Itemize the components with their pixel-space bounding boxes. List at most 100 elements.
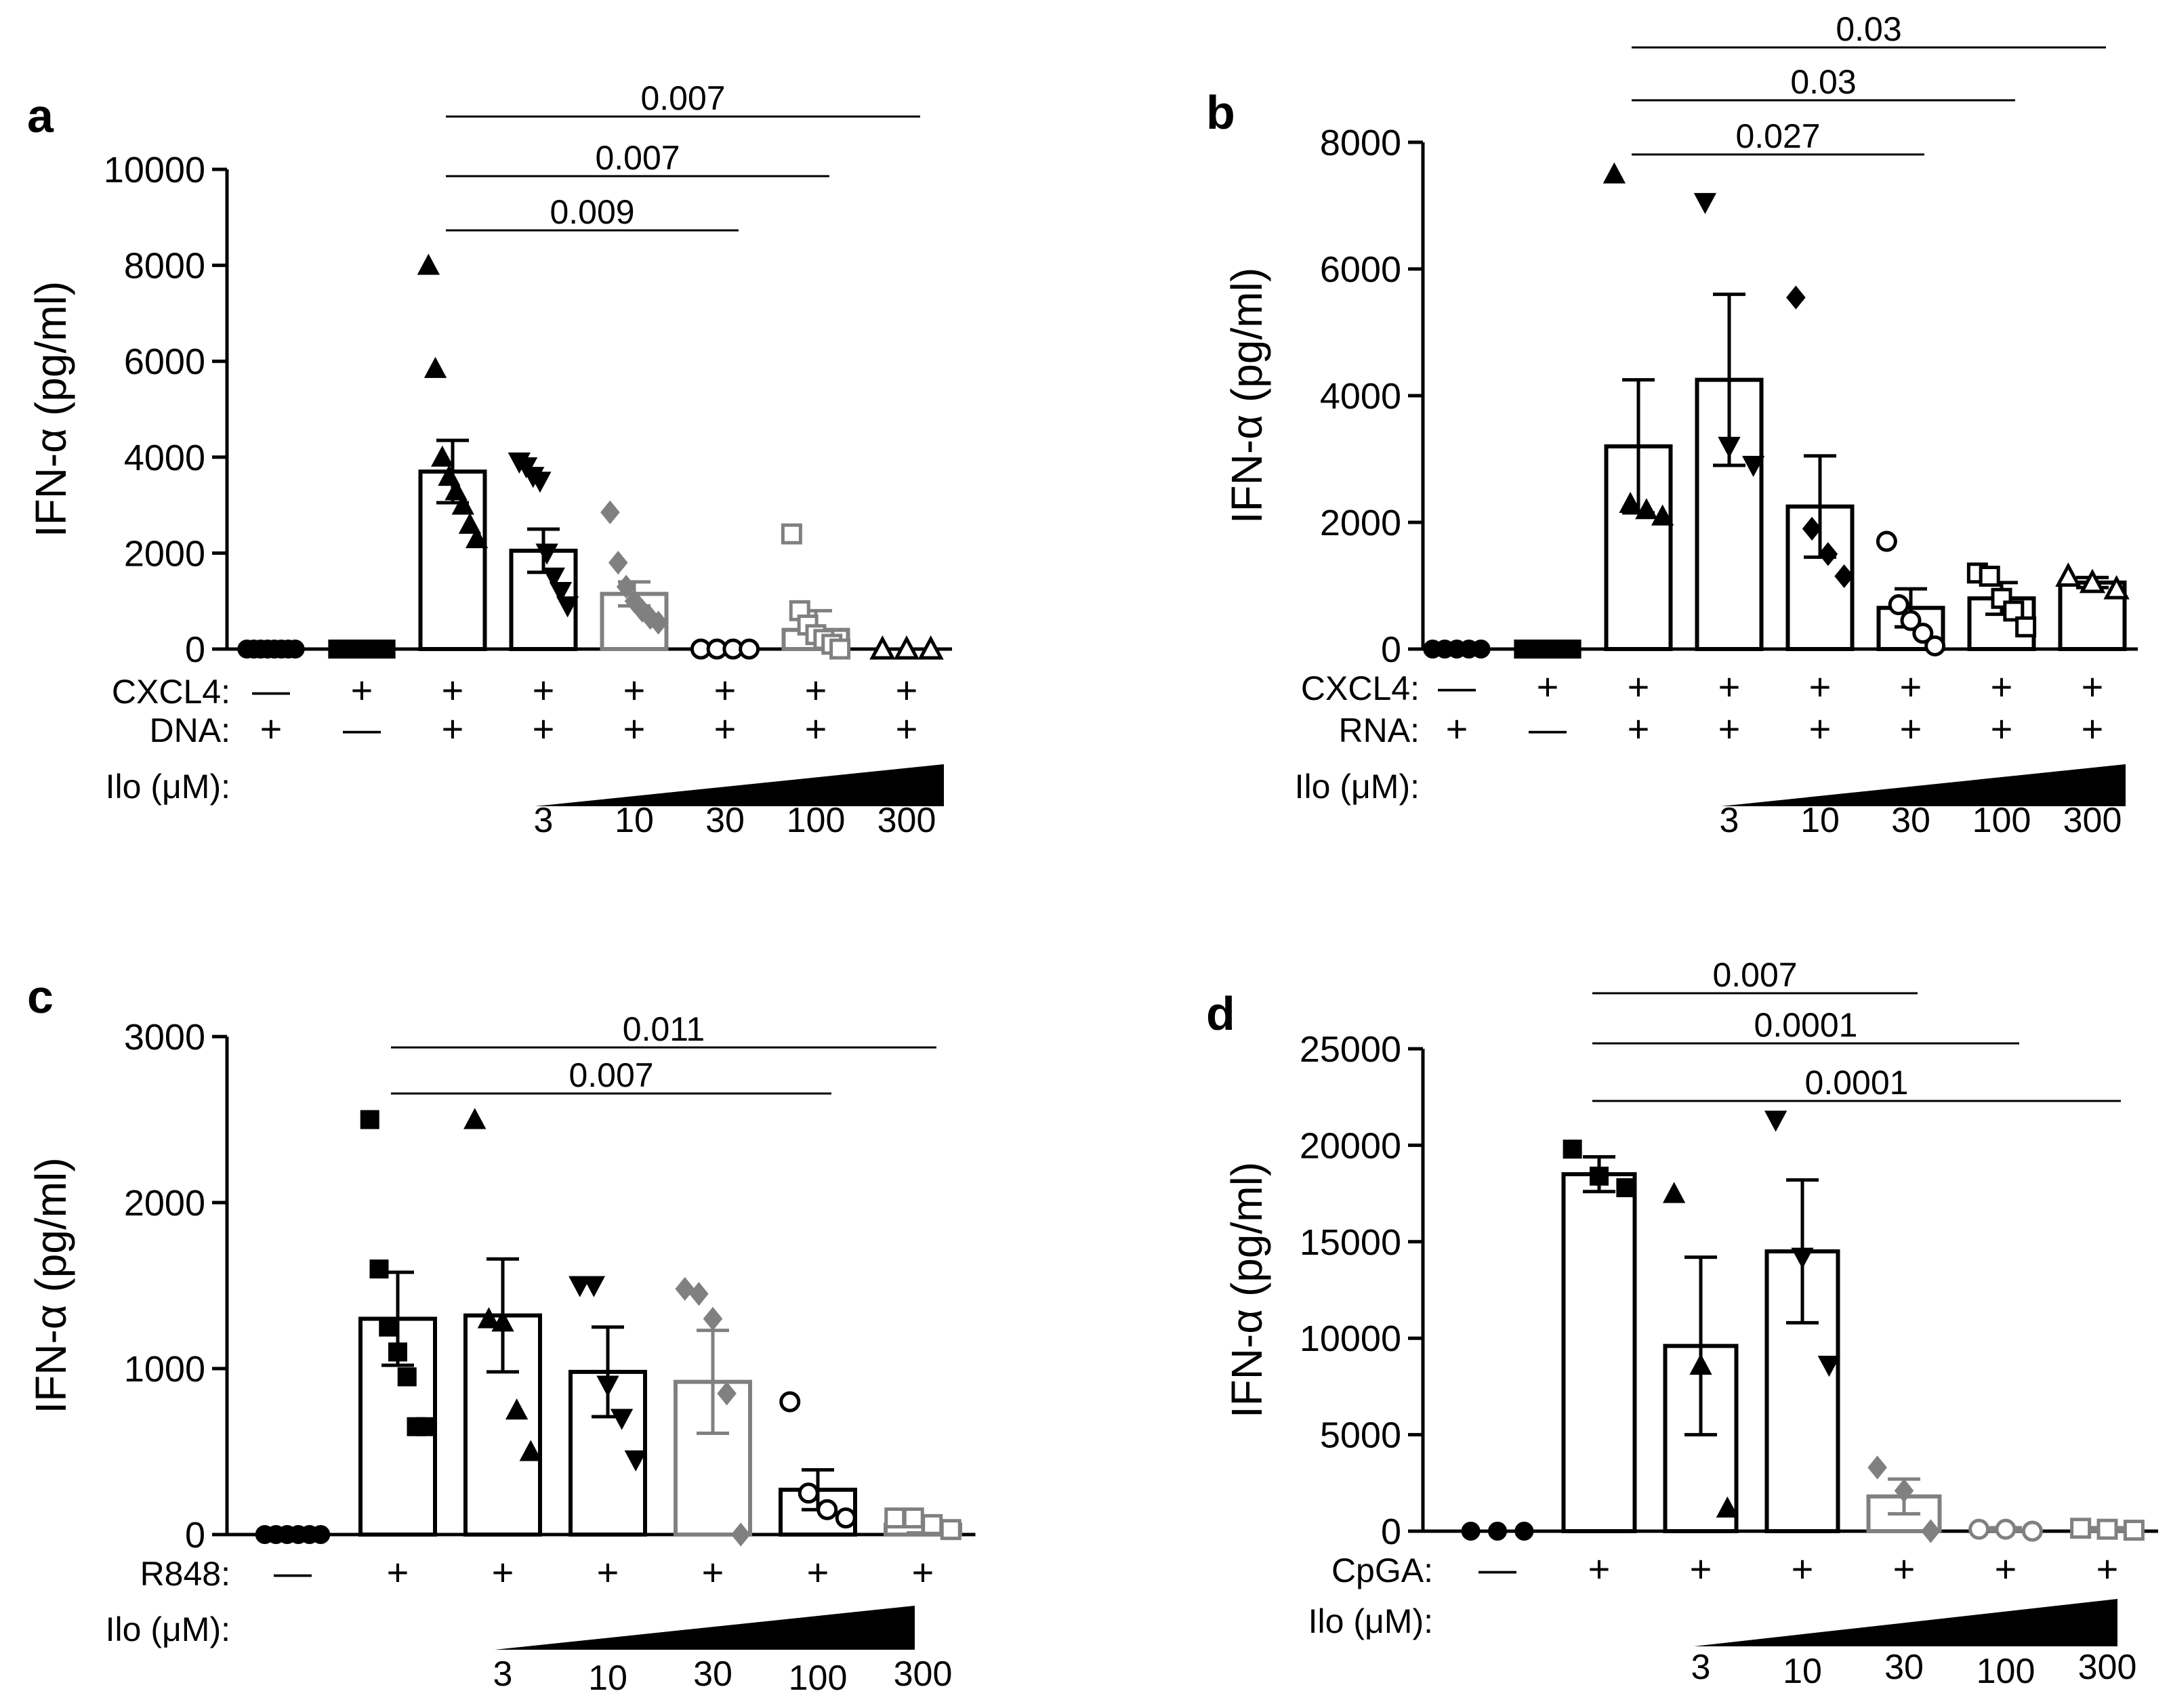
data-point — [1834, 564, 1854, 589]
concentration-label: 3 — [1720, 801, 1739, 840]
data-point — [816, 1499, 838, 1520]
treatment-row-label: CXCL4: — [112, 673, 230, 711]
bar-group — [1693, 192, 1765, 651]
data-point — [1995, 1518, 2017, 1540]
data-point — [781, 523, 802, 545]
data-point — [311, 1525, 331, 1544]
bar-group — [2070, 1518, 2145, 1541]
data-point — [376, 640, 396, 659]
bar-group — [1514, 640, 1581, 659]
data-point — [438, 465, 461, 486]
data-point — [542, 567, 565, 589]
bar-group — [1662, 1182, 1739, 1534]
treatment-sign: + — [1893, 1547, 1916, 1590]
dose-wedge — [535, 764, 944, 806]
data-point — [369, 1259, 389, 1278]
bar-group — [255, 1525, 331, 1544]
significance-label: 0.007 — [1712, 956, 1797, 994]
data-point — [1921, 1519, 1941, 1543]
y-tick-label: 4000 — [124, 438, 205, 478]
data-point — [285, 640, 305, 659]
treatment-sign: — — [343, 707, 381, 750]
treatment-sign: + — [1809, 707, 1832, 750]
bar-group — [1561, 1140, 1637, 1533]
treatment-sign: + — [492, 1551, 514, 1594]
data-point — [608, 550, 628, 575]
bar-group — [779, 1391, 857, 1537]
bar-group — [237, 640, 305, 659]
treatment-sign: — — [252, 669, 290, 711]
data-point — [1693, 192, 1717, 214]
treatment-sign: + — [623, 669, 646, 711]
y-tick-label: 25000 — [1300, 1029, 1401, 1070]
dose-wedge — [1721, 764, 2126, 806]
concentration-label: 100 — [1977, 1652, 2035, 1691]
data-point — [1616, 1178, 1636, 1198]
y-tick-label: 8000 — [124, 246, 205, 287]
treatment-sign: + — [1588, 1547, 1611, 1590]
data-point — [2021, 1520, 2043, 1542]
significance-label: 0.027 — [1735, 117, 1820, 155]
data-point — [1802, 516, 1822, 541]
data-point — [1876, 530, 1897, 552]
data-point — [675, 1276, 695, 1301]
bar-group — [508, 452, 579, 651]
y-tick-label: 0 — [1381, 1512, 1401, 1552]
data-point — [1562, 640, 1581, 659]
treatment-row-label: RNA: — [1339, 711, 1420, 749]
data-point — [1791, 1247, 1814, 1269]
y-tick-label: 2000 — [1320, 503, 1401, 543]
data-point — [1900, 610, 1922, 631]
treatment-sign: + — [1995, 1547, 2017, 1590]
bar — [1561, 1172, 1637, 1533]
treatment-sign: — — [1479, 1547, 1516, 1590]
data-point — [417, 253, 440, 275]
data-point — [2070, 1518, 2092, 1539]
significance-label: 0.007 — [595, 139, 680, 177]
data-point — [717, 1381, 737, 1406]
concentration-label: 30 — [1884, 1648, 1924, 1687]
data-point — [451, 493, 474, 515]
data-point — [893, 635, 920, 660]
data-point — [1741, 455, 1765, 477]
y-tick-label: 5000 — [1320, 1415, 1401, 1456]
data-point — [458, 512, 482, 534]
data-point — [596, 1375, 619, 1397]
concentration-label: 30 — [1891, 801, 1930, 840]
data-point — [1867, 1455, 1887, 1480]
treatment-sign: — — [1529, 707, 1567, 750]
data-point — [1912, 623, 1934, 644]
y-tick-label: 0 — [185, 1515, 205, 1556]
data-point — [463, 1108, 487, 1129]
treatment-sign: + — [912, 1551, 934, 1594]
treatment-sign: + — [260, 707, 283, 750]
data-point — [529, 472, 552, 493]
significance-label: 0.0001 — [1805, 1064, 1909, 1102]
data-point — [1546, 640, 1565, 659]
treatment-sign: + — [533, 707, 555, 750]
y-axis-label: IFN-α (pg/ml) — [1222, 268, 1271, 524]
concentration-label: 100 — [789, 1659, 848, 1698]
treatment-sign: + — [442, 669, 464, 711]
data-point — [1651, 504, 1674, 526]
treatment-sign: + — [597, 1551, 619, 1594]
concentration-label: 100 — [787, 801, 846, 840]
data-point — [703, 1306, 723, 1331]
treatment-sign: + — [1446, 707, 1468, 750]
panel-d: d 0 5000 10000 15000 20000 25000 IFN-α (pg/ml) 0… — [1206, 956, 2158, 1691]
y-tick-label: 6000 — [124, 341, 205, 382]
data-point — [2015, 616, 2037, 638]
y-tick-label: 0 — [185, 629, 205, 670]
treatment-sign: + — [1900, 707, 1922, 750]
data-point — [1635, 498, 1658, 520]
bar-group — [690, 638, 760, 660]
significance-label: 0.03 — [1836, 10, 1901, 48]
concentration-label: 3 — [493, 1654, 513, 1694]
y-axis-label: IFN-α (pg/ml) — [1222, 1162, 1271, 1418]
treatment-sign: + — [1628, 665, 1650, 708]
bar-group — [1876, 530, 1946, 657]
treatment-sign: + — [442, 707, 464, 750]
data-point — [2123, 1520, 2145, 1541]
data-point — [505, 1398, 529, 1420]
